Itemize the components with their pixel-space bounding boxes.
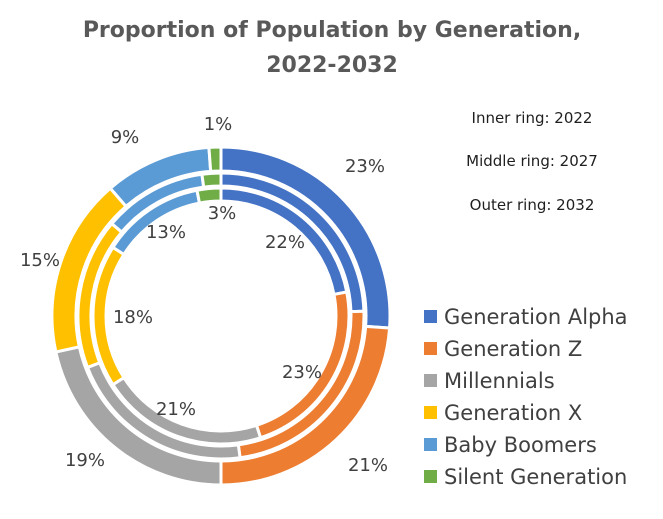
outer-label-generation-alpha: 23%	[345, 156, 385, 177]
outer-label-generation-x: 15%	[20, 250, 60, 271]
note-middle-ring: Middle ring: 2027	[466, 152, 598, 170]
inner-label-generation-x: 18%	[113, 307, 153, 328]
outer-label-generation-z: 21%	[348, 455, 388, 476]
legend-label-baby-boomers: Baby Boomers	[444, 433, 597, 457]
inner-ring-segment-silent-generation	[195, 186, 223, 205]
legend-swatch-silent-generation	[424, 470, 437, 483]
outer-label-silent-generation: 1%	[204, 114, 233, 135]
legend-label-millennials: Millennials	[444, 369, 555, 393]
legend: Generation Alpha Generation Z Millennials G…	[424, 305, 628, 489]
doughnut-rings	[50, 145, 392, 487]
inner-label-generation-alpha: 22%	[265, 232, 305, 253]
legend-swatch-baby-boomers	[424, 438, 437, 451]
legend-swatch-generation-alpha	[424, 310, 437, 323]
inner-label-baby-boomers: 13%	[146, 222, 186, 243]
legend-label-silent-generation: Silent Generation	[444, 465, 627, 489]
middle-ring-segment-silent-generation	[200, 171, 223, 189]
inner-label-silent-generation: 3%	[208, 203, 237, 224]
outer-label-baby-boomers: 9%	[111, 127, 140, 148]
legend-label-generation-x: Generation X	[444, 401, 582, 425]
inner-label-millennials: 21%	[156, 399, 196, 420]
legend-swatch-generation-x	[424, 406, 437, 419]
outer-ring-segment-silent-generation	[207, 145, 223, 173]
legend-label-generation-alpha: Generation Alpha	[444, 305, 628, 329]
outer-label-millennials: 19%	[65, 450, 105, 471]
data-labels: 22% 23% 21% 18% 13% 3% 23% 21% 19% 15% 9% 1%	[20, 114, 388, 476]
chart-title-line-1: Proportion of Population by Generation,	[83, 18, 581, 43]
note-outer-ring: Outer ring: 2032	[470, 196, 595, 214]
inner-label-generation-z: 23%	[282, 362, 322, 383]
chart-title-line-2: 2022-2032	[266, 53, 398, 78]
legend-swatch-millennials	[424, 374, 437, 387]
note-inner-ring: Inner ring: 2022	[472, 109, 593, 127]
legend-swatch-generation-z	[424, 342, 437, 355]
legend-label-generation-z: Generation Z	[444, 337, 582, 361]
